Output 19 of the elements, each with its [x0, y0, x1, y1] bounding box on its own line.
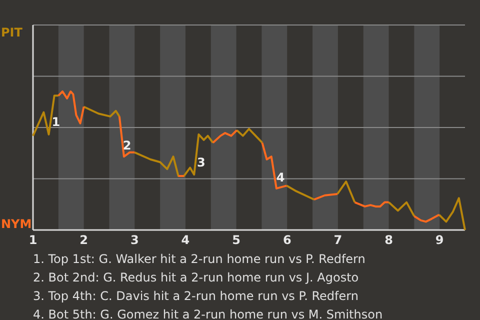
x-tick-label: 4 — [181, 233, 190, 247]
x-tick-label: 1 — [28, 233, 38, 247]
text: 4. Bot 5th: G. Gomez hit a 2-run home run vs M. Smithson — [33, 308, 383, 320]
x-tick-label: 8 — [384, 233, 393, 247]
text: NYM — [1, 217, 32, 232]
annotation: 1 — [52, 115, 60, 130]
text: 3. Top 4th: C. Davis hit a 2-run home run vs P. Redfern — [33, 289, 358, 303]
x-tick-label: 6 — [282, 233, 292, 247]
x-tick-label: 5 — [232, 233, 240, 247]
text: 1. Top 1st: G. Walker hit a 2-run home run vs P. Redfern — [33, 252, 366, 266]
x-tick-label: 9 — [435, 233, 444, 247]
annotation: 3 — [197, 155, 206, 170]
annotation: 2 — [122, 138, 132, 153]
text: PIT — [1, 25, 24, 40]
annotation: 4 — [276, 170, 285, 185]
x-tick-label: 3 — [130, 233, 139, 247]
text: 2. Bot 2nd: G. Redus hit a 2-run home run vs J. Agosto — [33, 270, 359, 284]
x-tick-label: 7 — [334, 233, 342, 247]
x-tick-label: 2 — [80, 233, 88, 247]
